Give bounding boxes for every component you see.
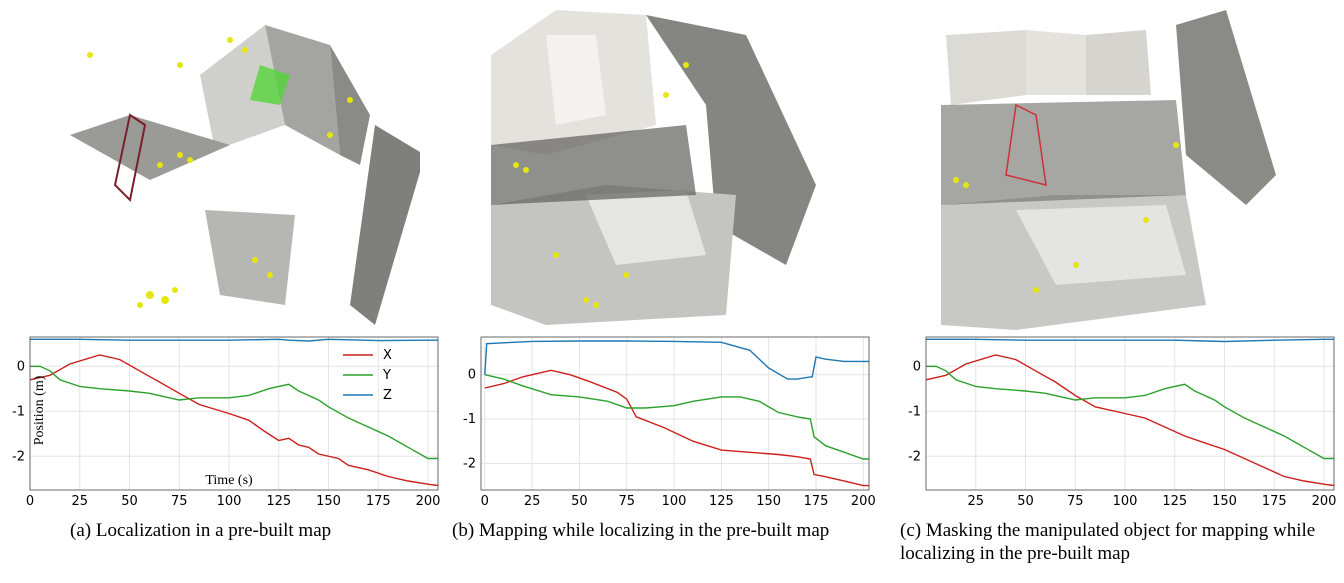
panel-b: 0 25 50 75 100 125 150 175 200 0 -1 -2 (b) Mapping … — [448, 0, 896, 583]
y-tick-label: -2 — [463, 456, 476, 471]
x-tick-label: 200 — [1312, 494, 1337, 509]
x-tick-label: 50 — [571, 494, 588, 509]
x-tick-label: 75 — [1067, 494, 1084, 509]
legend-label: Z — [383, 388, 392, 403]
x-tick-label: 150 — [316, 494, 341, 509]
x-tick-label: 125 — [266, 494, 291, 509]
y-axis-label: Position (m) — [32, 375, 47, 445]
series-line-1 — [926, 365, 1334, 460]
pointcloud-scene — [30, 5, 420, 325]
y-tick-label: -1 — [908, 404, 921, 419]
chart-a: 0 25 50 75 100 125 150 175 200 0 -1 -2 Time (s) Posit… — [0, 333, 448, 513]
chart-b: 0 25 50 75 100 125 150 175 200 0 -1 -2 — [448, 333, 896, 513]
pointcloud-scene — [486, 5, 846, 325]
x-tick-label: 200 — [851, 494, 876, 509]
x-tick-label: 100 — [662, 494, 687, 509]
series-line-2 — [926, 338, 1334, 343]
caption-b: (b) Mapping while localizing in the pre-… — [452, 520, 830, 541]
y-tick-label: 0 — [913, 359, 921, 374]
x-tick-label: 0 — [481, 494, 489, 509]
x-tick-label: 175 — [366, 494, 391, 509]
series-line-x — [29, 354, 439, 487]
y-tick-label: 0 — [17, 359, 25, 374]
x-axis-label: Time (s) — [205, 473, 253, 488]
x-tick-label: 175 — [1262, 494, 1287, 509]
series-line-y — [30, 365, 438, 460]
x-tick-label: 25 — [524, 494, 541, 509]
caption-c: (c) Masking the manipulated object for m… — [900, 520, 1316, 564]
legend-label: Y — [382, 368, 391, 383]
x-tick-label: 25 — [967, 494, 984, 509]
x-tick-label: 25 — [71, 494, 88, 509]
plot-frame — [480, 336, 870, 491]
x-tick-label: 150 — [1212, 494, 1237, 509]
legend-label: X — [383, 348, 392, 363]
x-tick-label: 50 — [121, 494, 138, 509]
y-tick-label: -2 — [908, 449, 921, 464]
panel-c: 25 50 75 100 125 150 175 200 0 -1 -2 (c) Masking t… — [896, 0, 1344, 583]
x-tick-label: 100 — [1113, 494, 1138, 509]
y-tick-label: -2 — [12, 449, 25, 464]
chart-c: 25 50 75 100 125 150 175 200 0 -1 -2 — [896, 333, 1344, 513]
y-tick-label: -1 — [463, 412, 476, 427]
x-tick-label: 150 — [756, 494, 781, 509]
plot-frame — [29, 336, 439, 491]
x-tick-label: 125 — [1162, 494, 1187, 509]
x-tick-label: 75 — [618, 494, 635, 509]
caption-a: (a) Localization in a pre-built map — [70, 520, 332, 541]
x-tick-label: 50 — [1017, 494, 1034, 509]
x-tick-label: 125 — [709, 494, 734, 509]
series-line-1 — [484, 374, 869, 460]
panel-a: 0 25 50 75 100 125 150 175 200 0 -1 -2 Time (s) Posit… — [0, 0, 448, 583]
x-tick-label: 75 — [171, 494, 188, 509]
pointcloud-scene — [936, 5, 1321, 330]
plot-frame — [925, 336, 1335, 491]
series-line-0 — [484, 369, 869, 487]
series-line-z — [30, 338, 438, 342]
x-tick-label: 200 — [416, 494, 441, 509]
y-tick-label: -1 — [12, 404, 25, 419]
series-line-2 — [484, 340, 869, 380]
x-tick-label: 0 — [26, 494, 34, 509]
x-tick-label: 175 — [804, 494, 829, 509]
y-tick-label: 0 — [468, 368, 476, 383]
series-line-0 — [925, 354, 1335, 487]
x-tick-label: 100 — [217, 494, 242, 509]
